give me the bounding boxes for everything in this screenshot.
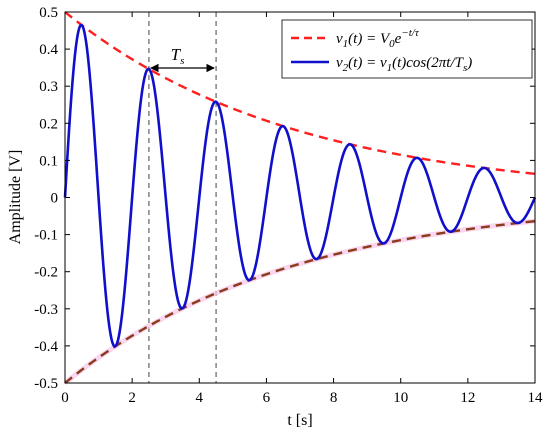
y-axis-label: Amplitude [V] xyxy=(7,150,24,245)
y-tick-label-2: 0.3 xyxy=(39,79,58,95)
x-tick-label-0: 0 xyxy=(61,390,69,406)
legend-label-v1: v1(t) = V0e−t/τ xyxy=(336,27,420,50)
x-tick-label-7: 14 xyxy=(528,390,544,406)
x-tick-label-2: 4 xyxy=(196,390,204,406)
y-tick-label-0: 0.5 xyxy=(39,5,58,21)
legend-label-v2: v2(t) = v1(t)cos(2πt/Ts) xyxy=(336,55,472,74)
series-v1-lower-envelope xyxy=(64,219,536,384)
legend-box xyxy=(281,19,533,79)
y-tick-label-9: -0.4 xyxy=(34,339,58,355)
y-tick-label-8: -0.3 xyxy=(34,302,58,318)
y-tick-label-4: 0.1 xyxy=(39,153,58,169)
x-tick-label-1: 2 xyxy=(128,390,136,406)
y-tick-label-7: -0.2 xyxy=(34,265,58,281)
legend: v1(t) = V0e−t/τ v2(t) = v1(t)cos(2πt/Ts) xyxy=(281,19,533,79)
series-v2-line xyxy=(63,23,537,348)
y-tick-label-6: -0.1 xyxy=(34,228,58,244)
y-tick-label-1: 0.4 xyxy=(39,42,58,58)
y-tick-label-3: 0.2 xyxy=(39,116,58,132)
x-tick-label-5: 10 xyxy=(393,390,408,406)
series-v1-upper-envelope xyxy=(64,11,536,176)
x-tick-label-6: 12 xyxy=(460,390,475,406)
x-tick-label-4: 8 xyxy=(330,390,338,406)
y-tick-label-10: -0.5 xyxy=(34,376,58,392)
x-tick-label-3: 6 xyxy=(263,390,271,406)
y-tick-label-5: 0 xyxy=(51,191,59,207)
x-axis-label: t [s] xyxy=(287,412,312,429)
